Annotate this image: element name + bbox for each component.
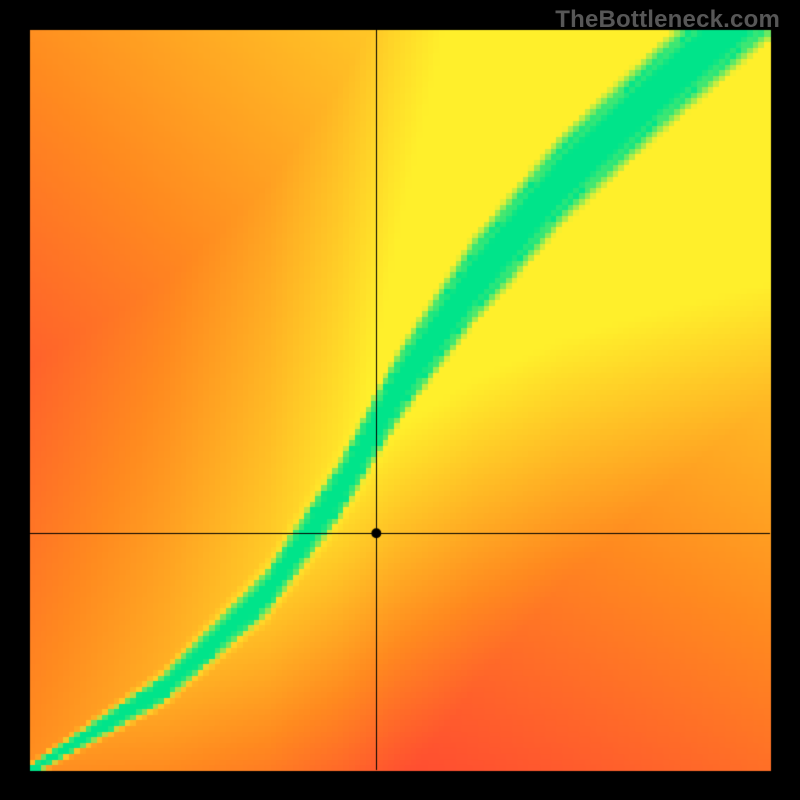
bottleneck-heatmap [0, 0, 800, 800]
watermark-text: TheBottleneck.com [555, 6, 780, 34]
